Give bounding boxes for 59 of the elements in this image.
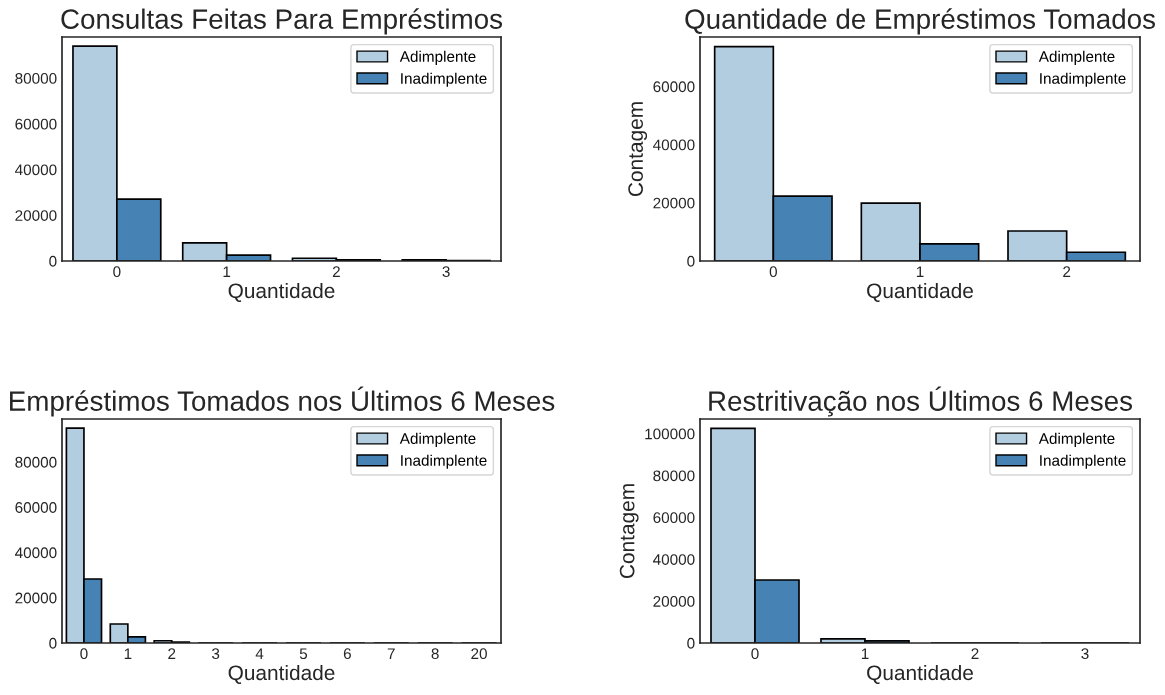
x-tick-label: 2 bbox=[971, 648, 979, 659]
x-tick-label: 0 bbox=[769, 266, 777, 278]
legend-label: Inadimplente bbox=[1040, 72, 1126, 87]
x-tick-label: 1 bbox=[916, 266, 924, 277]
x-tick-label: 8 bbox=[431, 648, 439, 660]
x-axis-title: Quantidade bbox=[867, 282, 973, 302]
y-axis-title: Contagem bbox=[628, 102, 648, 196]
legend-label: Adimplente bbox=[399, 432, 476, 447]
legend-label: Inadimplente bbox=[401, 72, 487, 87]
y-tick-label: 60000 bbox=[15, 502, 57, 513]
y-tick-label: 0 bbox=[687, 255, 695, 267]
x-tick-label: 0 bbox=[751, 648, 759, 660]
x-tick-label: 1 bbox=[223, 266, 231, 277]
x-axis-title: Quantidade bbox=[228, 282, 335, 302]
legend-label: Adimplente bbox=[1038, 432, 1115, 447]
x-tick-label: 20 bbox=[471, 648, 487, 660]
y-tick-label: 100000 bbox=[645, 428, 695, 440]
legend-label: Adimplente bbox=[399, 50, 476, 65]
x-tick-label: 3 bbox=[211, 648, 220, 660]
x-axis-title: Quantidade bbox=[228, 664, 335, 684]
y-tick-label: 0 bbox=[687, 637, 695, 649]
y-tick-label: 20000 bbox=[653, 197, 695, 209]
y-tick-label: 0 bbox=[49, 255, 57, 267]
legend-label: Inadimplente bbox=[401, 454, 487, 469]
y-axis-title: Contagem bbox=[619, 484, 639, 578]
x-tick-label: 2 bbox=[1063, 266, 1071, 277]
y-tick-label: 60000 bbox=[653, 81, 695, 93]
y-tick-label: 80000 bbox=[15, 456, 57, 468]
x-tick-label: 1 bbox=[861, 648, 869, 659]
x-axis-title: Quantidade bbox=[867, 664, 973, 684]
legend-label: Inadimplente bbox=[1040, 454, 1126, 469]
x-tick-label: 5 bbox=[299, 648, 308, 660]
y-tick-label: 80000 bbox=[653, 470, 695, 482]
y-tick-label: 40000 bbox=[653, 554, 695, 565]
x-tick-label: 2 bbox=[168, 648, 176, 659]
x-tick-label: 3 bbox=[442, 266, 450, 278]
y-tick-label: 40000 bbox=[15, 547, 57, 559]
y-tick-label: 20000 bbox=[15, 592, 57, 604]
legend-label: Adimplente bbox=[1038, 50, 1115, 65]
x-tick-label: 1 bbox=[124, 648, 132, 659]
y-tick-label: 80000 bbox=[15, 73, 57, 84]
x-tick-label: 3 bbox=[1081, 648, 1089, 660]
x-tick-label: 0 bbox=[113, 266, 121, 278]
y-tick-label: 60000 bbox=[653, 512, 695, 524]
y-tick-label: 0 bbox=[49, 637, 57, 649]
chart-title: Restritivação nos Últimos 6 Meses bbox=[709, 386, 1133, 417]
x-tick-label: 2 bbox=[332, 266, 340, 277]
chart-title: Empréstimos Tomados nos Últimos 6 Meses bbox=[10, 386, 555, 417]
x-tick-label: 4 bbox=[255, 648, 264, 659]
y-tick-label: 20000 bbox=[653, 596, 695, 607]
x-tick-label: 6 bbox=[343, 648, 351, 660]
y-tick-label: 40000 bbox=[653, 139, 695, 151]
chart-title: Consultas Feitas Para Empréstimos bbox=[61, 8, 503, 35]
x-tick-label: 7 bbox=[387, 648, 395, 659]
y-tick-label: 40000 bbox=[15, 164, 57, 176]
y-tick-label: 20000 bbox=[15, 210, 57, 221]
x-tick-label: 0 bbox=[80, 648, 88, 660]
chart-title: Quantidade de Empréstimos Tomados bbox=[685, 8, 1155, 35]
y-tick-label: 60000 bbox=[15, 118, 57, 130]
